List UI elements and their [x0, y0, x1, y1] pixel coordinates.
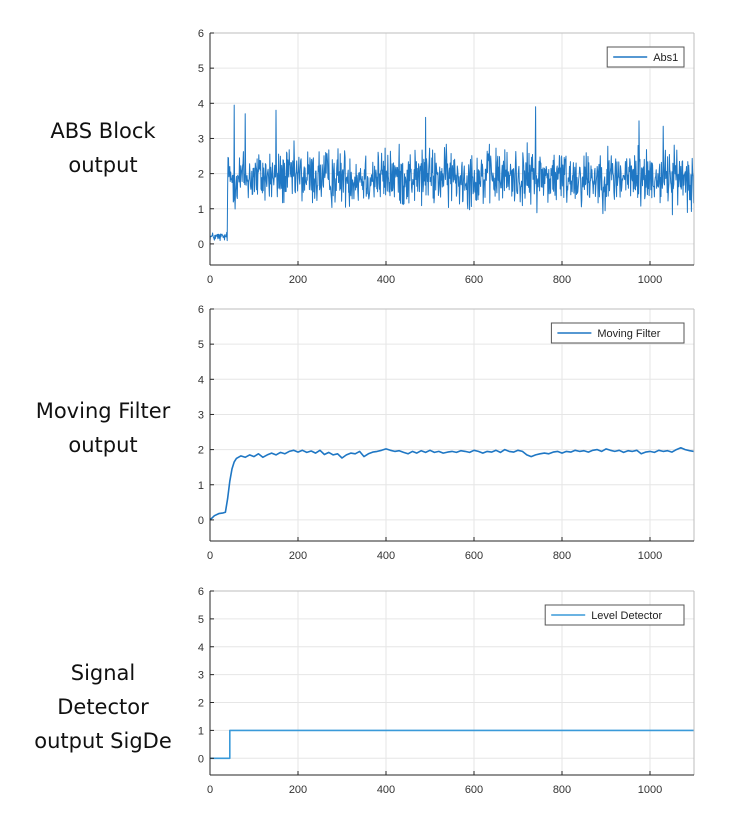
x-tick-label: 200: [289, 274, 307, 286]
x-tick-label: 0: [207, 274, 213, 286]
plot-area: [210, 309, 694, 541]
y-tick-label: 5: [198, 63, 204, 75]
y-tick-label: 5: [198, 614, 204, 626]
panel-label-line: output: [68, 433, 138, 457]
y-tick-label: 6: [198, 586, 204, 598]
y-tick-label: 1: [198, 204, 204, 216]
x-tick-label: 800: [553, 274, 571, 286]
series-line-level-detector: [210, 729, 694, 760]
chart-panel-0: 0 200 400 600 800 1000 0 1 2 3 4 5 6 Abs1: [198, 28, 695, 286]
y-tick-label: 0: [198, 515, 204, 527]
panel-label-line: Signal: [70, 661, 136, 685]
x-tick-label: 800: [553, 550, 571, 562]
x-tick-label: 0: [207, 784, 213, 796]
x-tick-label: 800: [553, 784, 571, 796]
y-tick-label: 5: [198, 339, 204, 351]
y-tick-label: 3: [198, 670, 204, 682]
panel-label-line: output SigDe: [34, 729, 172, 753]
panel-label-moving-filter: Moving Filter output: [8, 394, 198, 462]
panel-label-line: output: [68, 153, 138, 177]
y-tick-label: 2: [198, 169, 204, 181]
panel-label-line: Detector: [57, 695, 149, 719]
x-tick-label: 400: [377, 550, 395, 562]
legend: Abs1: [606, 46, 685, 68]
legend-label: Level Detector: [591, 610, 662, 622]
y-tick-label: 0: [198, 239, 204, 251]
legend-box: [544, 604, 685, 626]
y-tick-label: 0: [198, 753, 204, 765]
y-tick-label: 2: [198, 698, 204, 710]
x-tick-label: 1000: [638, 274, 662, 286]
series-line-moving-filter: [209, 447, 695, 521]
panel-label-line: Moving Filter: [35, 399, 171, 423]
y-tick-label: 3: [198, 409, 204, 421]
plot-area: [210, 33, 694, 265]
y-tick-label: 4: [198, 642, 204, 654]
x-tick-label: 1000: [638, 550, 662, 562]
legend: Level Detector: [544, 604, 685, 626]
legend: Moving Filter: [550, 322, 685, 344]
y-tick-label: 6: [198, 28, 204, 40]
y-tick-label: 2: [198, 445, 204, 457]
x-tick-label: 400: [377, 784, 395, 796]
x-tick-label: 600: [465, 274, 483, 286]
panel-label-signal-detector: Signal Detector output SigDe: [8, 656, 198, 758]
x-tick-label: 600: [465, 784, 483, 796]
chart-panel-2: 0 200 400 600 800 1000 0 1 2 3 4 5 6 Level Detector: [198, 586, 695, 796]
y-tick-label: 1: [198, 480, 204, 492]
panel-label-abs-block: ABS Block output: [8, 114, 198, 182]
x-tick-label: 200: [289, 550, 307, 562]
y-tick-label: 1: [198, 725, 204, 737]
y-tick-label: 4: [198, 374, 204, 386]
x-tick-label: 200: [289, 784, 307, 796]
y-tick-label: 6: [198, 304, 204, 316]
y-tick-label: 4: [198, 98, 204, 110]
series-line-abs1: [209, 104, 695, 242]
legend-box: [550, 322, 685, 344]
legend-label: Abs1: [653, 52, 678, 64]
x-tick-label: 400: [377, 274, 395, 286]
chart-panel-1: 0 200 400 600 800 1000 0 1 2 3 4 5 6 Moving Filter: [198, 304, 695, 562]
x-tick-label: 600: [465, 550, 483, 562]
x-tick-label: 0: [207, 550, 213, 562]
legend-label: Moving Filter: [597, 328, 660, 340]
x-tick-label: 1000: [638, 784, 662, 796]
y-tick-label: 3: [198, 133, 204, 145]
panel-label-line: ABS Block: [50, 119, 156, 143]
